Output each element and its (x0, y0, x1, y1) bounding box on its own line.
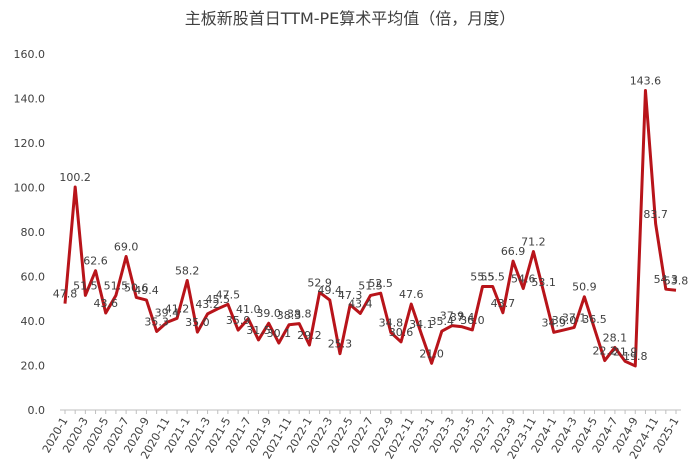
data-label: 43.6 (93, 297, 118, 310)
data-label: 52.9 (307, 276, 332, 289)
data-label: 36.0 (552, 314, 577, 327)
data-label: 54.6 (511, 273, 536, 286)
data-label: 100.2 (59, 171, 91, 184)
data-label: 37.1 (562, 311, 587, 324)
data-label: 50.6 (124, 281, 149, 294)
data-label: 71.2 (521, 236, 546, 249)
data-label: 47.5 (216, 288, 241, 301)
data-label: 43.7 (491, 297, 516, 310)
data-label: 43.2 (195, 298, 220, 311)
data-label: 54.3 (654, 273, 679, 286)
data-label: 47.8 (53, 288, 78, 301)
data-label: 83.7 (643, 208, 668, 221)
data-label: 58.2 (175, 265, 200, 278)
data-label: 19.8 (623, 350, 648, 363)
data-label: 35.0 (185, 316, 210, 329)
data-label: 55.5 (480, 271, 505, 284)
y-tick-label: 120.0 (14, 137, 46, 150)
y-tick-label: 60.0 (21, 271, 46, 284)
data-label: 53.8 (664, 274, 689, 287)
data-label: 51.5 (104, 279, 129, 292)
data-label: 21.0 (419, 347, 444, 360)
data-label: 49.4 (134, 284, 159, 297)
data-label: 51.5 (358, 279, 383, 292)
data-label: 53.1 (531, 276, 556, 289)
data-label: 47.3 (338, 289, 363, 302)
data-label: 41.2 (165, 302, 190, 315)
data-label: 36.5 (582, 313, 607, 326)
data-label: 34.8 (379, 317, 404, 330)
data-label: 143.6 (630, 74, 662, 87)
y-tick-label: 160.0 (14, 48, 46, 61)
data-label: 29.2 (297, 329, 322, 342)
y-tick-label: 140.0 (14, 93, 46, 106)
data-label: 21.9 (613, 345, 638, 358)
chart-title: 主板新股首日TTM-PE算术平均值（倍，月度） (185, 9, 516, 28)
y-tick-label: 40.0 (21, 315, 46, 328)
data-label: 47.6 (399, 288, 424, 301)
data-label: 50.9 (572, 281, 597, 294)
data-label: 49.4 (318, 284, 343, 297)
data-label: 28.1 (603, 331, 628, 344)
data-label: 69.0 (114, 240, 139, 253)
data-label: 38.8 (287, 308, 312, 321)
data-label: 45.5 (206, 293, 231, 306)
data-label: 37.9 (440, 310, 465, 323)
data-label: 43.4 (348, 297, 373, 310)
data-label: 34.1 (409, 318, 434, 331)
data-label: 34.9 (542, 316, 567, 329)
data-label: 39.4 (155, 306, 180, 319)
data-label: 41.0 (236, 303, 261, 316)
data-label: 30.6 (389, 326, 414, 339)
data-label: 52.5 (368, 277, 393, 290)
data-label: 36.0 (460, 314, 485, 327)
data-label: 25.3 (328, 338, 353, 351)
data-label: 31.5 (246, 324, 271, 337)
data-label: 35.4 (430, 315, 455, 328)
data-label: 66.9 (501, 245, 526, 258)
data-label: 30.1 (267, 327, 292, 340)
data-label: 38.3 (277, 309, 302, 322)
y-tick-label: 20.0 (21, 360, 46, 373)
data-label: 55.5 (470, 271, 495, 284)
y-tick-label: 100.0 (14, 182, 46, 195)
y-tick-label: 80.0 (21, 226, 46, 239)
data-label: 35.3 (144, 315, 169, 328)
data-label: 22.2 (592, 345, 617, 358)
data-label: 37.4 (450, 311, 475, 324)
y-tick-label: 0.0 (28, 404, 46, 417)
line (63, 88, 677, 368)
data-label: 51.5 (73, 279, 98, 292)
data-label: 35.9 (226, 314, 251, 327)
data-label: 62.6 (83, 255, 108, 268)
data-label: 39.0 (256, 307, 281, 320)
